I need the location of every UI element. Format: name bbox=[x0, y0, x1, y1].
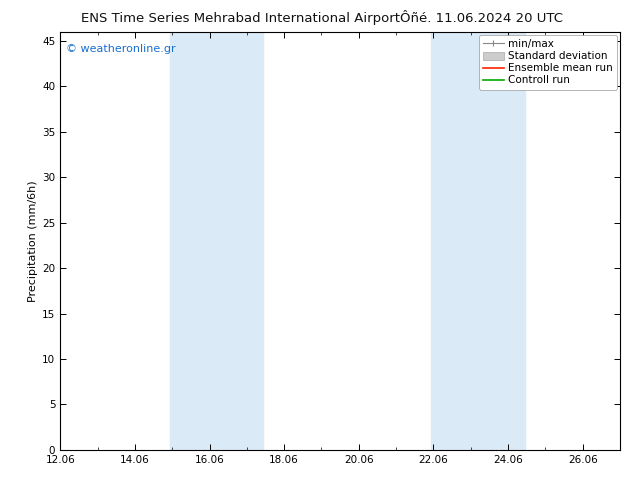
Text: Ôñé. 11.06.2024 20 UTC: Ôñé. 11.06.2024 20 UTC bbox=[400, 12, 564, 25]
Bar bbox=[431, 32, 524, 450]
Y-axis label: Precipitation (mm/6h): Precipitation (mm/6h) bbox=[28, 180, 38, 302]
Legend: min/max, Standard deviation, Ensemble mean run, Controll run: min/max, Standard deviation, Ensemble me… bbox=[479, 35, 617, 90]
Text: © weatheronline.gr: © weatheronline.gr bbox=[66, 45, 176, 54]
Text: ENS Time Series Mehrabad International Airport: ENS Time Series Mehrabad International A… bbox=[81, 12, 401, 25]
Bar bbox=[170, 32, 263, 450]
